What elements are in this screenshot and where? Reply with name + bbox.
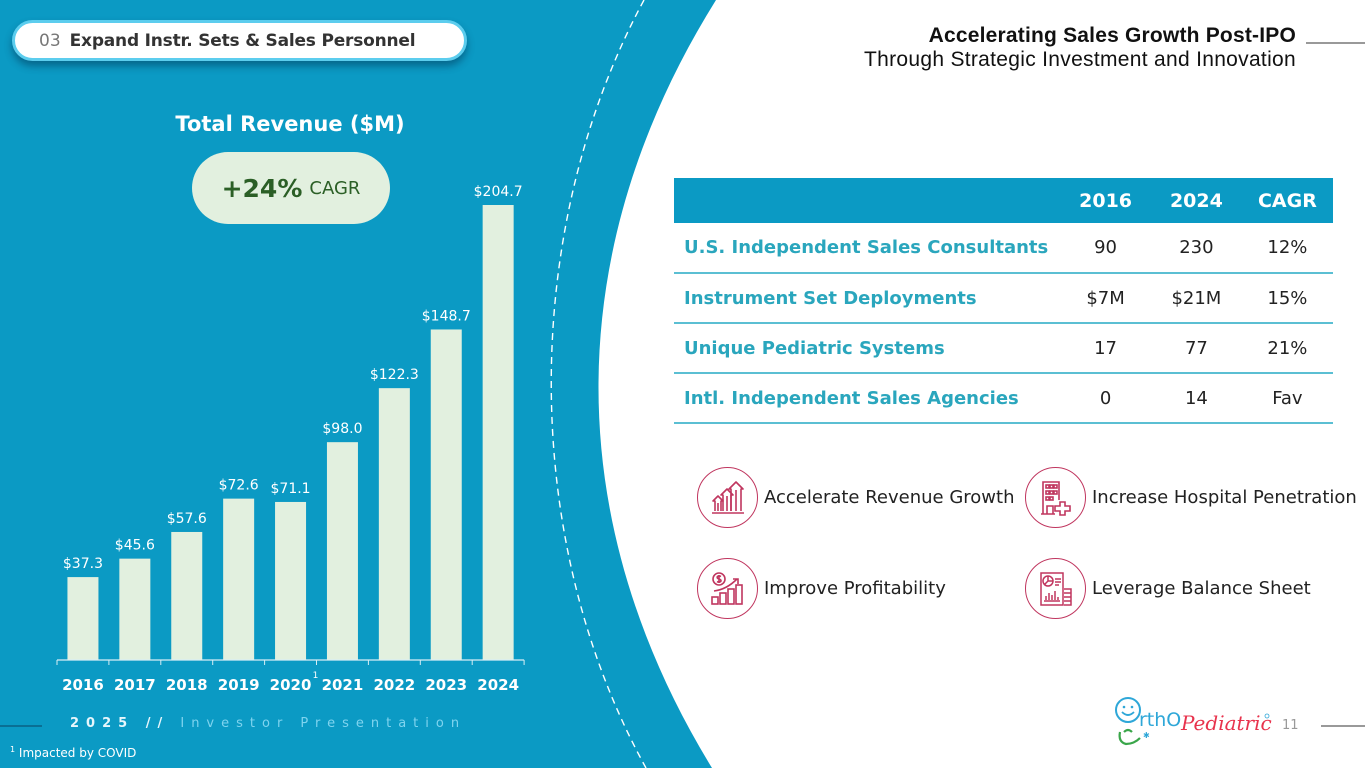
pillar-label: Improve Profitability <box>764 578 946 599</box>
bar-2023 <box>430 329 462 660</box>
row-value-cagr: 21% <box>1241 323 1333 374</box>
footer-caption: 2025 // Investor Presentation <box>70 716 466 731</box>
x-tick-label-2023: 2023 <box>425 676 467 694</box>
header-rule <box>1306 42 1365 44</box>
data-label-2019: $72.6 <box>219 478 259 494</box>
logo-text-ortho: rthO <box>1139 709 1181 731</box>
data-label-2020: $71.1 <box>271 481 311 497</box>
data-label-2023: $148.7 <box>422 308 471 324</box>
pillar-hospital-penetration: Increase Hospital Penetration <box>1025 467 1357 528</box>
annotation-marker-2020: 1 <box>313 671 319 681</box>
table-header-row: 2016 2024 CAGR <box>674 178 1333 223</box>
row-value-2024: 14 <box>1150 373 1242 424</box>
bar-2021 <box>326 442 358 660</box>
row-label: Instrument Set Deployments <box>674 273 1061 324</box>
dashed-arc <box>550 0 647 768</box>
bar-2024 <box>482 205 514 660</box>
row-value-2016: 0 <box>1060 373 1151 424</box>
footer-rule-left <box>0 725 42 727</box>
data-label-2016: $37.3 <box>63 556 103 572</box>
pillar-label: Increase Hospital Penetration <box>1092 487 1357 508</box>
logo-body-icon <box>1118 728 1141 746</box>
pillar-balance-sheet: Leverage Balance Sheet <box>1025 558 1311 619</box>
table-row: Instrument Set Deployments $7M $21M 15% <box>674 273 1333 324</box>
x-tick-label-2019: 2019 <box>218 676 260 694</box>
svg-text:✱: ✱ <box>1143 731 1150 740</box>
table-row: U.S. Independent Sales Consultants 90 23… <box>674 223 1333 274</box>
metrics-table: 2016 2024 CAGR U.S. Independent Sales Co… <box>674 178 1333 424</box>
table-header-2024: 2024 <box>1150 178 1242 223</box>
footer-year: 2025 // <box>70 716 170 731</box>
pillar-label: Accelerate Revenue Growth <box>764 487 1015 508</box>
data-labels-layer: $37.3 $45.6 $57.6 $72.6 $71.1 $98.0 $122.3 $148… <box>63 184 523 572</box>
slide-title: Accelerating Sales Growth Post-IPO <box>928 24 1296 47</box>
page-number: 11 <box>1282 718 1299 733</box>
table-header-label <box>674 178 1061 223</box>
bar-2017 <box>119 558 151 660</box>
x-axis <box>56 659 525 665</box>
row-label: Unique Pediatric Systems <box>674 323 1061 374</box>
data-label-2022: $122.3 <box>370 367 419 383</box>
data-label-2021: $98.0 <box>322 421 362 437</box>
cagr-badge: +24% CAGR <box>192 152 390 224</box>
hospital-icon <box>1025 467 1086 528</box>
pillar-label: Leverage Balance Sheet <box>1092 578 1311 599</box>
logo-text-pediatrics: Pediatrics <box>1180 711 1272 735</box>
orthopediatrics-logo: ✱ rthO Pediatrics <box>1115 697 1272 746</box>
x-tick-label-2022: 2022 <box>373 676 415 694</box>
row-value-2016: 90 <box>1060 223 1151 274</box>
row-label: Intl. Independent Sales Agencies <box>674 373 1061 424</box>
row-value-cagr: Fav <box>1241 373 1333 424</box>
table-row: Intl. Independent Sales Agencies 0 14 Fa… <box>674 373 1333 424</box>
data-label-2017: $45.6 <box>115 538 155 554</box>
x-tick-label-2017: 2017 <box>114 676 156 694</box>
logo-face-icon <box>1115 697 1141 723</box>
pillar-profitability: Improve Profitability <box>697 558 946 619</box>
table-header-2016: 2016 <box>1060 178 1151 223</box>
row-value-2024: $21M <box>1150 273 1242 324</box>
row-value-2024: 77 <box>1150 323 1242 374</box>
bar-2016 <box>67 577 99 660</box>
cagr-value: +24% <box>221 173 303 203</box>
cagr-label: CAGR <box>309 177 361 199</box>
footnote-marker: 1 <box>10 745 16 754</box>
x-tick-label-2021: 2021 <box>322 676 364 694</box>
row-value-cagr: 15% <box>1241 273 1333 324</box>
footnote: 1 Impacted by COVID <box>10 745 136 760</box>
row-value-2024: 230 <box>1150 223 1242 274</box>
section-pill: 03 Expand Instr. Sets & Sales Personnel <box>12 20 467 61</box>
slide-header: Accelerating Sales Growth Post-IPO Throu… <box>864 24 1296 72</box>
bar-2022 <box>378 388 410 660</box>
chart-title: Total Revenue ($M) <box>175 112 405 136</box>
footer-rule-right <box>1321 725 1365 727</box>
row-label: U.S. Independent Sales Consultants <box>674 223 1061 274</box>
row-value-cagr: 12% <box>1241 223 1333 274</box>
footnote-text: Impacted by COVID <box>18 746 137 760</box>
x-tick-label-2024: 2024 <box>477 676 519 694</box>
bar-2018 <box>171 531 203 660</box>
x-tick-label-2020: 2020 <box>270 676 312 694</box>
revenue-bar-chart: $37.3 $45.6 $57.6 $72.6 $71.1 $98.0 $122.3 $148… <box>56 184 525 694</box>
x-tick-label-2018: 2018 <box>166 676 208 694</box>
bar-2020 <box>275 501 307 660</box>
profit-chart-icon <box>697 558 758 619</box>
x-tick-label-2016: 2016 <box>62 676 104 694</box>
section-title: Expand Instr. Sets & Sales Personnel <box>69 30 416 51</box>
data-label-2024: $204.7 <box>474 184 523 200</box>
section-number: 03 <box>39 30 61 51</box>
pillar-revenue-growth: Accelerate Revenue Growth <box>697 467 1015 528</box>
row-value-2016: $7M <box>1060 273 1151 324</box>
slide-subtitle: Through Strategic Investment and Innovat… <box>864 48 1296 71</box>
growth-arrows-icon <box>697 467 758 528</box>
table-header-cagr: CAGR <box>1241 178 1333 223</box>
bars-layer <box>67 205 514 660</box>
table-row: Unique Pediatric Systems 17 77 21% <box>674 323 1333 374</box>
footer-label: Investor Presentation <box>180 716 467 731</box>
balance-sheet-icon <box>1025 558 1086 619</box>
data-label-2018: $57.6 <box>167 511 207 527</box>
x-tick-labels: 2016 2017 2018 2019 2020 2021 2022 2023 2024 1 <box>62 671 519 694</box>
row-value-2016: 17 <box>1060 323 1151 374</box>
bar-2019 <box>223 498 255 660</box>
